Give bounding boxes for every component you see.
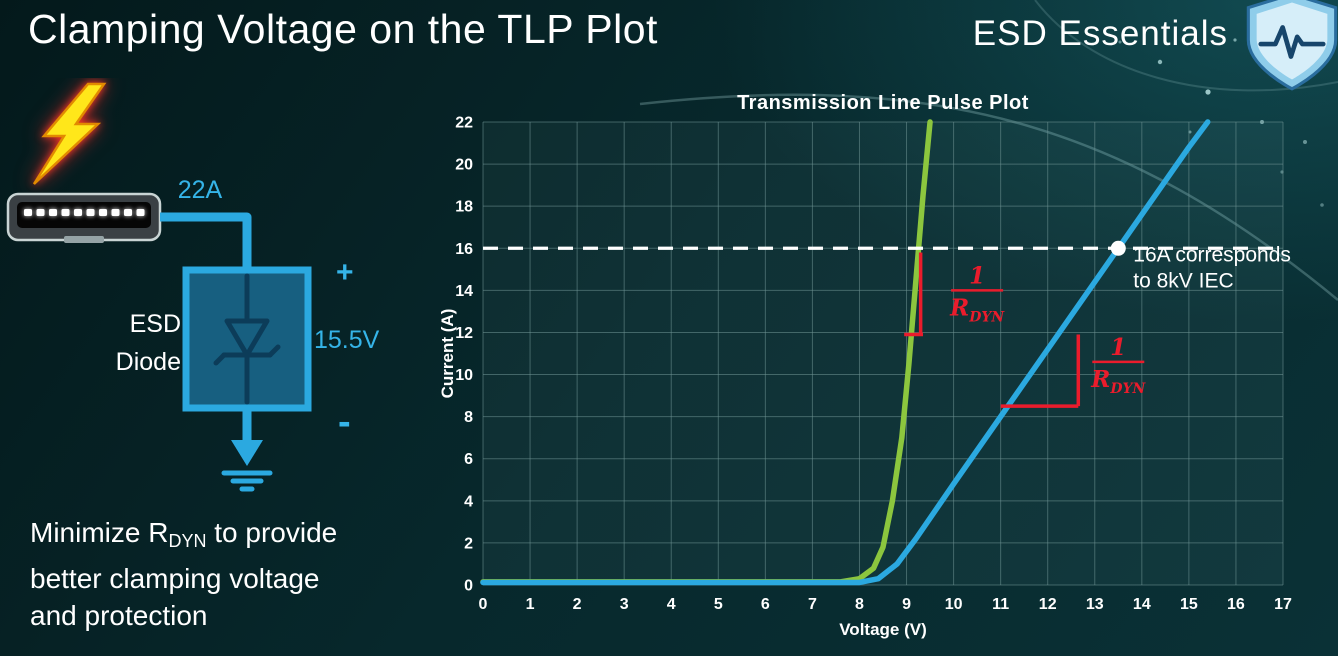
point-label-line: 16A corresponds	[1133, 243, 1291, 266]
zener-diode-symbol	[213, 273, 281, 405]
x-tick-label: 9	[902, 596, 911, 613]
plus-label: +	[336, 256, 354, 289]
minus-label: -	[338, 401, 351, 443]
swoosh-curve	[1034, 0, 1338, 92]
x-tick-label: 11	[992, 596, 1009, 613]
chart-title: Transmission Line Pulse Plot	[737, 92, 1029, 114]
brand: ESD Essentials	[973, 14, 1228, 54]
y-tick-label: 20	[455, 157, 473, 174]
x-tick-label: 3	[620, 596, 629, 613]
y-tick-label: 10	[455, 367, 473, 384]
hdmi-connector-icon	[6, 192, 162, 243]
rdyn-fraction-numerator: 1	[969, 262, 985, 289]
x-tick-label: 0	[479, 596, 488, 613]
current-label: 22A	[178, 176, 223, 204]
y-tick-label: 2	[464, 535, 473, 552]
y-tick-label: 4	[464, 493, 473, 510]
x-tick-label: 7	[808, 596, 817, 613]
y-tick-label: 8	[464, 409, 473, 426]
surge-wire	[160, 212, 252, 272]
x-tick-label: 1	[526, 596, 535, 613]
x-tick-label: 10	[945, 596, 963, 613]
y-tick-label: 16	[455, 241, 473, 258]
series-high-rdyn-diode	[480, 119, 1211, 586]
x-tick-label: 14	[1133, 596, 1151, 613]
hdmi-pins	[24, 209, 145, 216]
x-tick-label: 12	[1039, 596, 1057, 613]
note-text: Minimize RDYN to provide better clamping…	[30, 514, 337, 634]
lightning-bolt-icon	[32, 82, 107, 185]
tlp-chart: 0 1 2 3 4 5 6 7 8 9 10 11 12 13 14 15 16 1702468101214161…	[440, 92, 1292, 639]
note-line-2: better clamping voltage	[30, 563, 320, 594]
y-tick-label: 0	[464, 578, 473, 595]
y-axis-title: Current (A)	[440, 309, 457, 399]
note-line-3: and protection	[30, 600, 208, 631]
esd-diagram: 22A ESD Diode + 15.5V -	[6, 82, 380, 492]
rdyn-fraction-denominator: RDYN	[949, 294, 1005, 325]
note-line-1: Minimize RDYN to provide	[30, 514, 337, 560]
voltage-label: 15.5V	[314, 326, 380, 354]
x-tick-label: 16	[1227, 596, 1245, 613]
sparkle-dots	[1118, 38, 1324, 207]
x-tick-label: 6	[761, 596, 770, 613]
note-line1-post: to provide	[206, 517, 338, 548]
esd-diode-label-line2: Diode	[116, 348, 181, 376]
note-rdyn-subscript: DYN	[168, 531, 207, 551]
pulse-line-icon	[1258, 25, 1326, 59]
page-title: Clamping Voltage on the TLP Plot	[28, 6, 658, 52]
note-line1-pre: Minimize R	[30, 517, 169, 548]
x-tick-label: 13	[1086, 596, 1104, 613]
brand-name: ESD Essentials	[972, 14, 1228, 53]
shield-logo-icon	[1246, 0, 1338, 91]
rdyn-fraction-denominator: RDYN	[1090, 366, 1146, 397]
y-tick-label: 22	[455, 115, 473, 132]
y-tick-label: 12	[455, 325, 473, 342]
x-axis-title: Voltage (V)	[839, 620, 927, 639]
y-tick-label: 6	[464, 451, 473, 468]
ground-symbol	[221, 408, 273, 492]
point-label-line: to 8kV IEC	[1133, 269, 1233, 292]
y-tick-label: 14	[455, 283, 473, 300]
rdyn-fraction-numerator: 1	[1110, 334, 1126, 361]
x-tick-label: 15	[1180, 596, 1198, 613]
esd-diode-label-line1: ESD	[130, 310, 181, 338]
x-tick-label: 2	[573, 596, 582, 613]
data-point-marker	[1110, 240, 1126, 256]
x-tick-label: 5	[714, 596, 723, 613]
x-tick-label: 8	[855, 596, 864, 613]
y-tick-label: 18	[455, 199, 473, 216]
x-tick-label: 4	[667, 596, 676, 613]
plot-area	[483, 122, 1283, 585]
x-tick-label: 17	[1274, 596, 1292, 613]
